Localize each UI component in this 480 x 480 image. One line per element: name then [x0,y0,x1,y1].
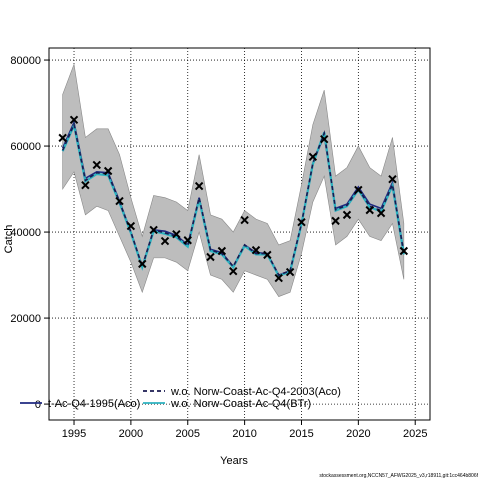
y-tick-label: 20000 [10,313,41,325]
y-tick-label: 40000 [10,227,41,239]
observation [297,217,306,227]
observation [103,166,113,176]
y-tick-label: 60000 [10,141,41,153]
observation [388,174,397,184]
observation [263,250,272,260]
legend-label: w.o. Norw-Coast-Ac-Q4(BTr) [170,398,311,410]
observation [183,236,192,245]
observation [354,185,363,195]
observation [251,245,261,255]
x-tick-label: 2010 [232,428,256,440]
observation [206,252,215,262]
y-tick-label: 0 [35,399,41,411]
observation [376,208,386,218]
confidence-band [62,63,405,297]
x-tick-label: 2025 [403,428,427,440]
footer: stockassessment.org,NCCN57_AFWG2025_v3,r… [319,473,478,479]
x-tick-label: 1995 [62,428,86,440]
observation [149,225,158,235]
observation [285,267,295,277]
observation [331,216,340,226]
observation [229,266,238,276]
y-axis-label: Catch [3,225,15,254]
observation [274,273,283,283]
legend-label: t-Ac-Q4-1995(Aco) [48,398,140,410]
observation [58,133,67,143]
observation [342,210,352,220]
observation [160,236,170,246]
observation [92,160,101,170]
observation [126,221,136,231]
observation [365,205,374,215]
x-tick-label: 2000 [119,428,143,440]
x-axis-label: Years [220,455,248,467]
observation [81,180,90,190]
observation [172,230,181,239]
x-tick-label: 2020 [346,428,370,440]
y-tick-label: 80000 [10,55,41,67]
observation [320,134,329,144]
observation [115,196,124,206]
observation [69,115,79,125]
observation [308,152,318,162]
x-tick-label: 2015 [289,428,313,440]
x-tick-label: 2005 [176,428,200,440]
observation [240,215,249,225]
observation [138,259,147,269]
plot-frame [48,47,431,421]
legend-label: w.o. Norw-Coast-Ac-Q4-2003(Aco) [170,386,341,398]
observation [217,246,227,256]
observation [194,181,204,191]
observation [399,246,409,256]
